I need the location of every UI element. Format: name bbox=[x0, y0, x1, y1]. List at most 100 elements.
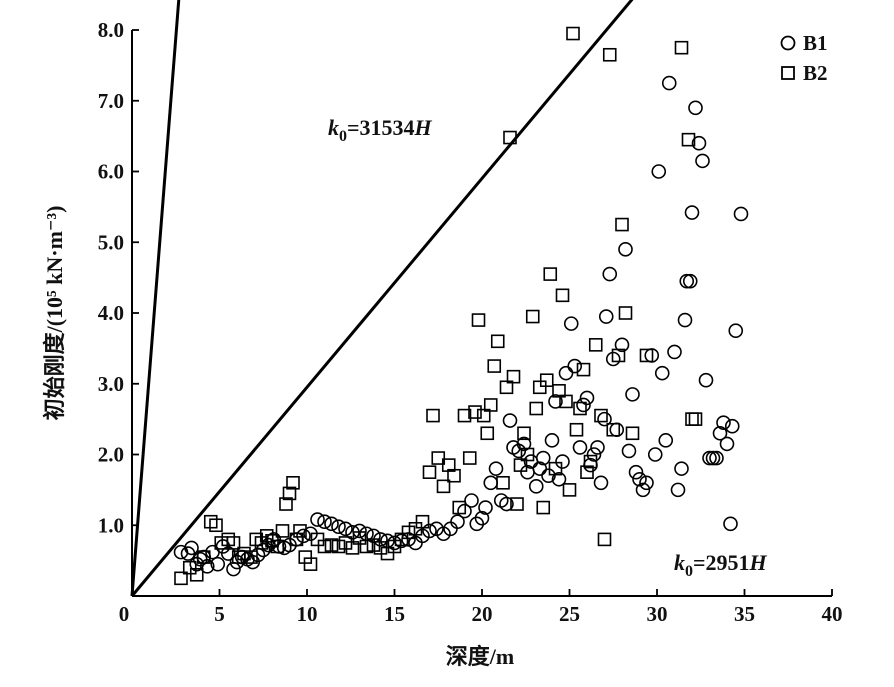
b1-point bbox=[590, 440, 605, 455]
b2-point bbox=[674, 40, 689, 55]
y-tick-label: 7.0 bbox=[98, 89, 124, 113]
b2-point bbox=[503, 130, 517, 145]
b2-point bbox=[615, 217, 629, 232]
x-axis-ticks: 5 10 15 20 25 30 35 40 bbox=[131, 589, 843, 626]
b1-point bbox=[352, 523, 367, 539]
b2-point bbox=[496, 475, 510, 490]
x-tick-label: 15 bbox=[384, 602, 405, 626]
b1-point bbox=[229, 554, 245, 570]
b1-point bbox=[555, 454, 570, 469]
b2-point bbox=[597, 532, 612, 547]
b2-point bbox=[452, 500, 467, 515]
b1-point bbox=[709, 450, 724, 466]
b2-point bbox=[513, 458, 528, 472]
b2-point bbox=[536, 500, 551, 515]
y-tick-label: 8.0 bbox=[98, 18, 124, 42]
y-tick-label: 1.0 bbox=[98, 513, 124, 537]
b1-point bbox=[688, 100, 703, 116]
b2-point bbox=[510, 497, 524, 511]
b2-point bbox=[573, 401, 587, 416]
b2-point bbox=[270, 539, 285, 554]
b2-point bbox=[606, 422, 621, 437]
b2-point bbox=[517, 426, 531, 441]
b1-point bbox=[728, 323, 744, 338]
b1-point bbox=[450, 514, 465, 530]
b1-point bbox=[639, 475, 654, 491]
b2-point bbox=[387, 539, 402, 554]
b1-point bbox=[609, 422, 625, 438]
y-axis-ticks: 1.0 2.0 3.0 4.0 5.0 6.0 7.0 8.0 bbox=[98, 18, 139, 537]
x-tick-label: 30 bbox=[647, 602, 668, 626]
b2-point bbox=[525, 309, 540, 324]
b1-point bbox=[712, 425, 728, 441]
b1-point bbox=[723, 516, 738, 532]
b2-point bbox=[569, 422, 584, 437]
b2-point bbox=[289, 532, 304, 547]
b2-point bbox=[532, 380, 547, 395]
b1-point bbox=[579, 390, 595, 406]
data-markers bbox=[173, 26, 749, 586]
b2-point bbox=[209, 518, 223, 533]
b1-point bbox=[544, 433, 560, 448]
b1-point bbox=[401, 532, 416, 547]
b1-point bbox=[499, 496, 514, 512]
b2-point bbox=[182, 560, 197, 575]
b1-point bbox=[324, 516, 339, 532]
b1-point bbox=[563, 316, 579, 331]
b2-point bbox=[426, 408, 440, 423]
b1-point bbox=[338, 521, 353, 537]
y-tick-label: 5.0 bbox=[98, 230, 124, 254]
b1-point bbox=[422, 523, 437, 539]
b1-point bbox=[724, 418, 740, 434]
y-tick-label: 4.0 bbox=[98, 301, 124, 325]
b1-point bbox=[199, 558, 215, 574]
b1-point bbox=[331, 519, 346, 534]
b2-point bbox=[244, 550, 258, 564]
b1-point bbox=[558, 365, 574, 381]
b1-point bbox=[719, 436, 735, 452]
upper-line-annotation: k0=31534H bbox=[328, 115, 433, 145]
b2-point bbox=[471, 313, 486, 327]
b2-point bbox=[366, 538, 381, 552]
origin-tick-label: 0 bbox=[119, 602, 130, 626]
b1-point bbox=[317, 514, 332, 530]
b2-point bbox=[506, 369, 521, 384]
b1-point bbox=[572, 440, 588, 455]
y-axis-title: 初始刚度/(10⁵ kN·m⁻³) bbox=[42, 206, 67, 421]
b1-point bbox=[674, 461, 689, 476]
b2-point bbox=[580, 465, 594, 479]
b2-point bbox=[447, 468, 461, 483]
b2-point bbox=[422, 465, 437, 479]
b2-point bbox=[431, 451, 446, 465]
b1-point bbox=[184, 540, 199, 556]
b2-point bbox=[480, 426, 495, 441]
b1-point bbox=[716, 415, 731, 430]
b1-point bbox=[702, 450, 717, 466]
b1-point bbox=[677, 312, 693, 328]
b2-point bbox=[548, 461, 563, 476]
legend-b2-label: B2 bbox=[803, 61, 828, 85]
b2-point bbox=[282, 486, 297, 501]
b1-point bbox=[366, 528, 381, 544]
b2-point bbox=[317, 539, 332, 554]
b1-point bbox=[255, 542, 271, 558]
b2-point bbox=[685, 412, 699, 426]
b1-point bbox=[670, 482, 686, 498]
b1-point bbox=[654, 365, 670, 381]
b2-point bbox=[483, 398, 498, 412]
b1-point bbox=[210, 556, 226, 572]
b2-point bbox=[303, 557, 318, 571]
b1-point bbox=[597, 411, 612, 427]
b1-point bbox=[614, 337, 630, 353]
b1-point bbox=[661, 75, 677, 91]
b2-point bbox=[625, 426, 640, 441]
x-tick-label: 35 bbox=[734, 602, 755, 626]
b2-point bbox=[499, 380, 514, 395]
b1-point bbox=[705, 450, 721, 466]
lower-line-annotation: k0=2951H bbox=[674, 550, 768, 580]
b2-point bbox=[380, 546, 395, 561]
b2-point bbox=[345, 541, 360, 555]
b2-point bbox=[279, 497, 293, 511]
x-tick-label: 25 bbox=[559, 602, 580, 626]
